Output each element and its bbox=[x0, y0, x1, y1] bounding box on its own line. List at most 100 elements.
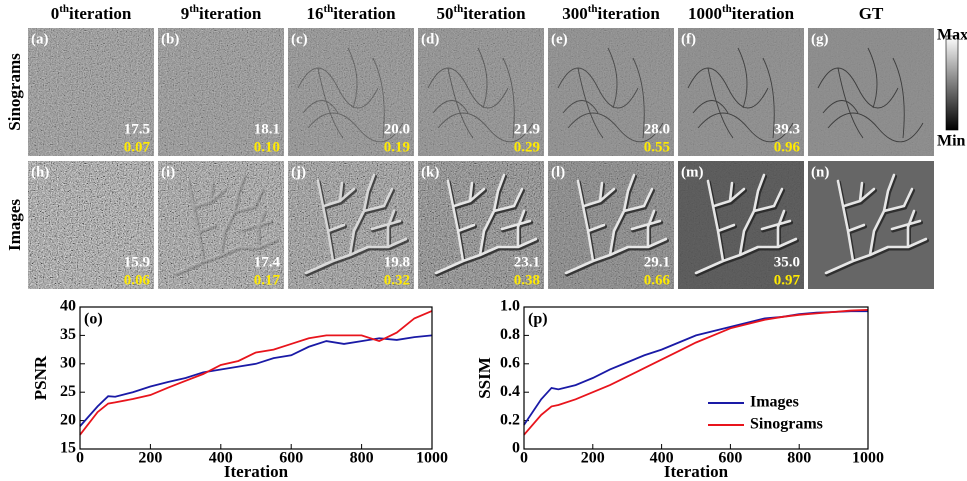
column-header: 1000thiteration bbox=[688, 3, 795, 23]
column-header: 0thiteration bbox=[51, 3, 132, 23]
panel-grid: 0thiteration 9thiteration 16thiteration 50t… bbox=[28, 3, 934, 289]
image-panel: (n) bbox=[808, 161, 934, 289]
ssim-value: 0.07 bbox=[124, 139, 151, 155]
ssim-value: 0.38 bbox=[514, 272, 540, 288]
image-panel: (j) 19.8 0.32 bbox=[288, 161, 414, 289]
image-panel: (g) bbox=[808, 28, 934, 156]
x-tick-label: 400 bbox=[650, 450, 674, 467]
psnr-value: 20.0 bbox=[384, 121, 410, 137]
y-tick-label: 1.0 bbox=[500, 298, 520, 315]
column-header: GT bbox=[859, 4, 884, 23]
panel-label: (e) bbox=[551, 31, 568, 47]
x-axis-label: Iteration bbox=[664, 462, 729, 481]
column-header: 50thiteration bbox=[436, 3, 526, 23]
y-tick-label: 40 bbox=[60, 298, 76, 315]
header-number: 300 bbox=[562, 4, 588, 23]
ssim-value: 0.55 bbox=[644, 139, 670, 155]
line-chart: 0 200 400 600 800 1000 15 20 25 30 35 40 (o) Iteratio… bbox=[31, 298, 448, 481]
panel-label: (f) bbox=[681, 31, 696, 47]
y-tick-label: 0.4 bbox=[500, 383, 520, 400]
panel-label: (c) bbox=[291, 31, 308, 47]
panel-noise bbox=[158, 28, 284, 156]
header-word: iteration bbox=[732, 4, 795, 23]
row-label: Images bbox=[5, 199, 24, 251]
column-header: 300thiteration bbox=[562, 3, 660, 23]
x-axis-label: Iteration bbox=[224, 462, 289, 481]
image-panel: (b) 18.1 0.10 bbox=[158, 28, 284, 156]
y-tick-label: 0.6 bbox=[500, 354, 520, 371]
psnr-value: 23.1 bbox=[514, 254, 540, 270]
column-header: 9thiteration bbox=[181, 3, 262, 23]
header-suffix: th bbox=[722, 3, 732, 15]
ssim-value: 0.06 bbox=[124, 272, 151, 288]
x-tick-label: 200 bbox=[581, 450, 605, 467]
colorbar bbox=[945, 35, 959, 131]
image-panel: (d) 21.9 0.29 bbox=[418, 28, 544, 156]
panel-label: (l) bbox=[551, 164, 565, 180]
psnr-value: 17.5 bbox=[124, 121, 150, 137]
row-label: Sinograms bbox=[5, 53, 24, 131]
panel-noise bbox=[418, 28, 544, 156]
panel-label: (n) bbox=[811, 164, 829, 180]
column-header: 16thiteration bbox=[306, 3, 396, 23]
header-word: iteration bbox=[199, 4, 262, 23]
header-number: 50 bbox=[436, 4, 453, 23]
x-tick-label: 800 bbox=[350, 450, 374, 467]
image-panel: (a) 17.5 0.07 bbox=[28, 28, 154, 156]
ssim-value: 0.32 bbox=[384, 272, 410, 288]
y-tick-label: 0.8 bbox=[500, 326, 520, 343]
x-tick-label: 0 bbox=[520, 450, 528, 467]
x-tick-label: 600 bbox=[718, 450, 742, 467]
x-tick-label: 1000 bbox=[416, 450, 448, 467]
panel-noise bbox=[678, 28, 804, 156]
y-axis-label: PSNR bbox=[31, 355, 50, 400]
plot-frame bbox=[523, 306, 869, 450]
header-suffix: th bbox=[189, 3, 199, 15]
psnr-value: 39.3 bbox=[774, 121, 800, 137]
panel-label: (h) bbox=[31, 164, 49, 180]
panel-noise bbox=[808, 28, 934, 156]
legend-label: Images bbox=[750, 394, 799, 411]
ssim-value: 0.96 bbox=[774, 139, 801, 155]
x-tick-label: 0 bbox=[76, 450, 84, 467]
panel-label: (a) bbox=[31, 31, 49, 47]
y-tick-label: 35 bbox=[60, 326, 76, 343]
psnr-value: 21.9 bbox=[514, 121, 540, 137]
psnr-value: 15.9 bbox=[124, 254, 150, 270]
y-tick-label: 15 bbox=[60, 440, 76, 457]
header-number: 9 bbox=[181, 4, 190, 23]
ssim-value: 0.17 bbox=[254, 272, 281, 288]
psnr-value: 29.1 bbox=[644, 254, 670, 270]
x-tick-label: 400 bbox=[209, 450, 233, 467]
header-suffix: th bbox=[588, 3, 598, 15]
image-panel: (f) 39.3 0.96 bbox=[678, 28, 804, 156]
line-chart: 0 200 400 600 800 1000 0 0.2 0.4 0.6 0.8 1.0 (p) Iter… bbox=[475, 298, 884, 481]
chart-panel-label: (p) bbox=[528, 311, 548, 328]
y-axis-label: SSIM bbox=[475, 357, 494, 399]
panel-label: (d) bbox=[421, 31, 439, 47]
header-word: iteration bbox=[463, 4, 526, 23]
ssim-value: 0.97 bbox=[774, 272, 801, 288]
header-number: 0 bbox=[51, 4, 60, 23]
image-panel: (e) 28.0 0.55 bbox=[548, 28, 674, 156]
ssim-value: 0.19 bbox=[384, 139, 410, 155]
series-line bbox=[79, 334, 433, 427]
panel-noise bbox=[28, 28, 154, 156]
colorbar-max: Max bbox=[937, 27, 967, 44]
y-tick-label: 0 bbox=[512, 440, 520, 457]
psnr-value: 18.1 bbox=[254, 121, 280, 137]
image-panel: (i) 17.4 0.17 bbox=[158, 161, 284, 289]
x-tick-label: 600 bbox=[279, 450, 303, 467]
series-line bbox=[79, 310, 433, 436]
header-word: iteration bbox=[597, 4, 660, 23]
panel-label: (g) bbox=[811, 31, 829, 47]
panel-label: (b) bbox=[161, 31, 179, 47]
panel-label: (m) bbox=[681, 164, 704, 180]
header-number: 16 bbox=[306, 4, 323, 23]
ssim-value: 0.10 bbox=[254, 139, 280, 155]
image-panel: (k) 23.1 0.38 bbox=[418, 161, 544, 289]
series-line bbox=[523, 308, 869, 436]
legend-label: Sinograms bbox=[750, 416, 823, 433]
panel-noise bbox=[288, 28, 414, 156]
